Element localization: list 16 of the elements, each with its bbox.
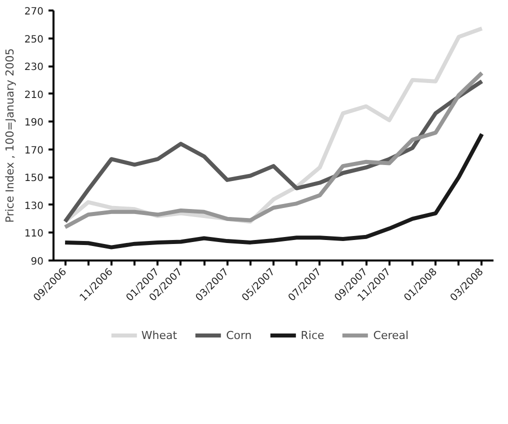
line-series: [63, 132, 484, 250]
y-tick-label: 170: [24, 145, 44, 156]
y-axis-title: Price Index , 100=January 2005: [3, 48, 16, 223]
y-tick-label: 190: [24, 118, 44, 129]
legend-label: Cereal: [373, 328, 409, 342]
y-tick-label: 270: [24, 6, 44, 18]
legend-label: Wheat: [141, 328, 178, 342]
legend-label: Rice: [300, 328, 324, 342]
y-tick-label: 230: [24, 62, 44, 74]
legend-label: Corn: [226, 328, 252, 342]
y-tick-label: 150: [24, 173, 44, 184]
y-tick-label: 90: [30, 256, 44, 268]
y-tick-label: 210: [24, 90, 44, 101]
y-tick-label: 250: [24, 34, 44, 46]
y-tick-label: 130: [24, 200, 44, 212]
y-tick-label: 110: [24, 228, 44, 240]
